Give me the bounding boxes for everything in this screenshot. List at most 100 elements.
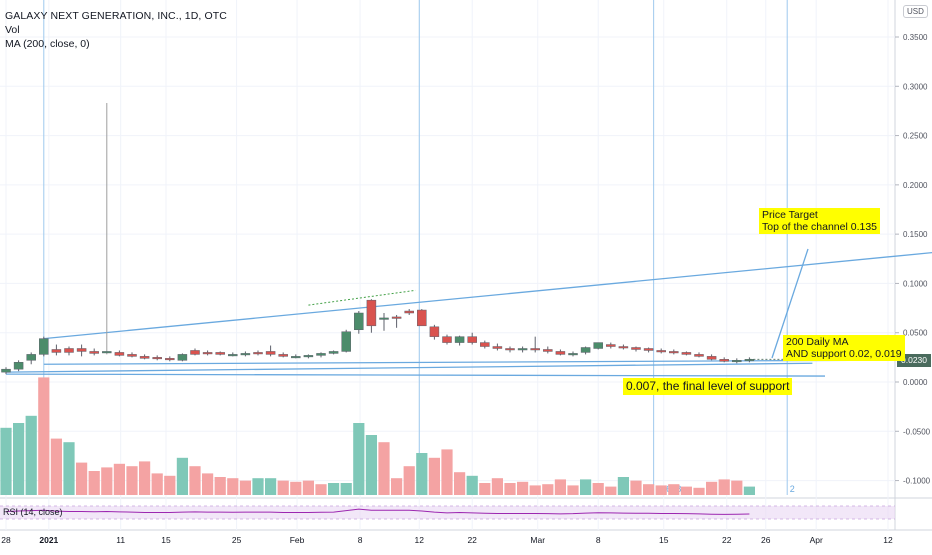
- volume-bar: [239, 480, 251, 495]
- candle-body: [404, 310, 414, 314]
- candle-body: [732, 360, 742, 363]
- x-tick-label: 26: [761, 535, 771, 545]
- volume-bar: [214, 477, 226, 495]
- volume-bar: [592, 483, 604, 495]
- volume-bar: [743, 486, 755, 495]
- dashed-trend-segment: [308, 289, 416, 306]
- candle-body: [114, 352, 125, 356]
- price-target-line2: Top of the channel 0.135: [762, 221, 878, 233]
- candle-body: [480, 342, 490, 347]
- candle-body: [291, 356, 301, 359]
- candle-body: [694, 354, 704, 357]
- x-tick-label: 28: [1, 535, 11, 545]
- volume-bar: [391, 478, 403, 495]
- candle-body: [505, 348, 515, 351]
- target-connector-line: [771, 248, 809, 359]
- trend-line: [43, 251, 932, 340]
- candle-body: [379, 317, 389, 320]
- candle-body: [555, 351, 566, 355]
- volume-bar: [416, 453, 428, 495]
- x-tick-label: 22: [722, 535, 732, 545]
- x-tick-label: 12: [883, 535, 893, 545]
- volume-bar: [466, 475, 478, 495]
- volume-bar: [302, 480, 314, 495]
- candle-body: [1, 368, 11, 373]
- candle-body: [517, 348, 528, 351]
- x-tick-label: 22: [467, 535, 477, 545]
- currency-button[interactable]: USD: [903, 5, 928, 18]
- candle-body: [454, 336, 465, 343]
- volume-bar: [504, 483, 516, 495]
- volume-bar: [25, 415, 37, 495]
- rsi-line: [5, 508, 750, 515]
- y-tick-label: -0.1000: [903, 477, 931, 486]
- trend-line: [5, 373, 826, 377]
- x-tick-label: 11: [116, 535, 125, 545]
- candle-body: [568, 353, 578, 356]
- volume-bar: [151, 473, 163, 495]
- volume-bar: [353, 423, 365, 495]
- volume-bar: [680, 486, 692, 495]
- candle-body: [139, 356, 150, 359]
- volume-bar: [13, 423, 25, 495]
- y-tick-label: 0.0000: [903, 378, 928, 387]
- final-support-note: 0.007, the final level of support: [623, 378, 793, 395]
- volume-legend: Vol: [5, 24, 20, 36]
- candle-body: [102, 351, 112, 354]
- volume-bar: [542, 484, 554, 495]
- candle-body: [643, 348, 654, 351]
- volume-bar: [101, 467, 113, 495]
- volume-bar: [554, 479, 566, 495]
- candle-body: [127, 354, 137, 357]
- candle-body: [89, 351, 99, 354]
- volume-bar: [428, 457, 440, 495]
- volume-bar: [202, 473, 214, 495]
- ma-legend: MA (200, close, 0): [5, 38, 90, 50]
- volume-bar: [693, 487, 705, 495]
- chart-title: GALAXY NEXT GENERATION, INC., 1D, OTC: [5, 10, 227, 22]
- candle-body: [328, 351, 339, 354]
- volume-bar: [290, 481, 302, 495]
- ma-support-line2: AND support 0.02, 0.019: [786, 348, 902, 360]
- candle-body: [606, 344, 616, 347]
- candle-body: [240, 353, 251, 356]
- candle-body: [543, 349, 553, 352]
- volume-bar: [403, 466, 415, 495]
- candle-body: [13, 362, 24, 370]
- volume-bar: [617, 477, 629, 495]
- candle-body: [341, 331, 351, 352]
- x-tick-label: 15: [659, 535, 669, 545]
- volume-bar: [378, 442, 390, 495]
- volume-bar: [38, 377, 50, 495]
- volume-bar: [567, 485, 579, 495]
- candle-body: [593, 342, 603, 349]
- volume-bar: [479, 483, 491, 495]
- candle-body: [618, 346, 629, 349]
- candle-body: [265, 351, 276, 355]
- candle-body: [631, 347, 641, 350]
- volume-bar: [655, 485, 667, 495]
- x-tick-label: Feb: [290, 535, 305, 545]
- volume-bar: [265, 478, 277, 495]
- volume-bar: [76, 462, 88, 495]
- volume-bar: [643, 484, 655, 495]
- y-tick-label: 0.2000: [903, 181, 928, 190]
- candle-body: [669, 351, 679, 354]
- candle-body: [202, 352, 213, 355]
- y-tick-label: -0.0500: [903, 427, 931, 436]
- ma-support-note: 200 Daily MA AND support 0.02, 0.019: [783, 335, 905, 361]
- volume-bar: [517, 481, 529, 495]
- y-tick-label: 0.1000: [903, 279, 928, 288]
- candle-body: [366, 299, 377, 327]
- y-tick-label: 0.0500: [903, 329, 928, 338]
- volume-bar: [139, 461, 151, 495]
- fib-label: 2: [790, 484, 795, 494]
- y-tick-label: 0.1500: [903, 230, 928, 239]
- price-target-note: Price Target Top of the channel 0.135: [759, 208, 881, 234]
- volume-bar: [731, 480, 743, 495]
- candle-body: [706, 356, 717, 360]
- candle-body: [656, 350, 666, 353]
- volume-bar: [277, 480, 289, 495]
